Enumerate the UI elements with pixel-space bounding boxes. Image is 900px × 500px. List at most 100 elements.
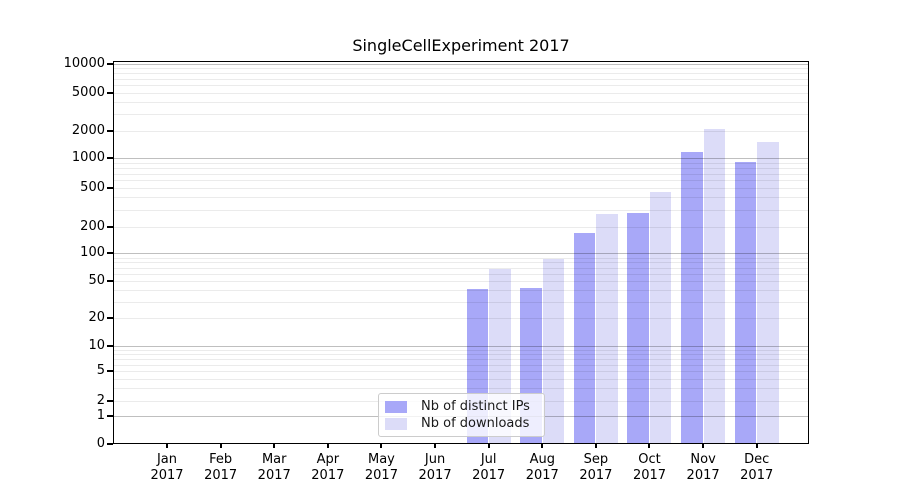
y-tick-mark	[107, 92, 113, 95]
x-tick-year: 2017	[525, 468, 559, 483]
legend-swatch-downloads	[385, 417, 407, 430]
minor-gridline	[113, 378, 809, 380]
y-tick-mark	[107, 370, 113, 373]
x-tick-month: Dec	[744, 452, 770, 467]
x-tick-month: Oct	[638, 452, 661, 467]
bar-downloads-sep	[596, 213, 618, 444]
y-tick-label: 2000	[71, 123, 105, 138]
x-tick-year: 2017	[150, 468, 184, 483]
y-tick-mark	[107, 225, 113, 228]
bar-distinct-ips-sep	[573, 232, 596, 444]
x-tick-year: 2017	[632, 468, 667, 483]
minor-gridline	[113, 301, 809, 303]
y-tick-mark	[107, 414, 113, 417]
y-tick-label: 2	[96, 392, 105, 408]
x-tick-label: Jun 2017	[403, 452, 467, 484]
legend: Nb of distinct IPs Nb of downloads	[378, 393, 545, 437]
x-tick-label: Jul 2017	[457, 452, 521, 484]
x-tick-label: Oct 2017	[617, 452, 681, 484]
minor-gridline	[113, 290, 809, 292]
x-tick-label: Feb 2017	[189, 452, 253, 484]
y-tick-label: 500	[80, 180, 105, 195]
minor-gridline	[113, 318, 809, 320]
minor-gridline	[113, 371, 809, 373]
x-tick-year: 2017	[418, 468, 452, 483]
y-tick-mark	[107, 279, 113, 282]
x-tick-year: 2017	[579, 468, 613, 483]
minor-gridline	[113, 359, 809, 361]
x-tick-label: Dec 2017	[725, 452, 789, 484]
minor-gridline	[113, 364, 809, 366]
legend-item-downloads: Nb of downloads	[385, 415, 538, 432]
minor-gridline	[113, 262, 809, 264]
x-tick-month: Feb	[209, 452, 233, 467]
y-tick-mark	[107, 130, 113, 132]
bar-downloads-oct	[649, 192, 672, 444]
x-tick-year: 2017	[257, 468, 291, 483]
minor-gridline	[113, 257, 809, 259]
y-tick-label: 20	[88, 310, 105, 326]
x-tick-mark	[273, 444, 276, 448]
minor-gridline	[113, 197, 809, 199]
x-tick-year: 2017	[686, 468, 720, 483]
major-gridline	[113, 158, 809, 160]
y-tick-mark	[107, 344, 113, 347]
minor-gridline	[113, 173, 809, 175]
bar-downloads-dec	[757, 141, 779, 444]
minor-gridline	[113, 354, 809, 356]
x-tick-month: Nov	[690, 452, 716, 467]
bar-distinct-ips-dec	[734, 161, 757, 444]
y-tick-label: 1000	[71, 150, 105, 166]
major-gridline	[113, 345, 809, 347]
x-tick-label: Nov 2017	[671, 452, 735, 484]
y-tick-label: 100	[80, 245, 105, 261]
x-tick-label: Sep 2017	[564, 452, 628, 484]
y-tick-mark	[107, 187, 113, 189]
x-tick-month: Jan	[156, 452, 178, 467]
chart-title: SingleCellExperiment 2017	[352, 36, 570, 55]
x-tick-month: Mar	[261, 452, 287, 467]
y-tick-mark	[107, 252, 113, 255]
minor-gridline	[113, 267, 809, 269]
x-tick-month: Sep	[583, 452, 609, 467]
major-gridline	[113, 253, 809, 255]
minor-gridline	[113, 226, 809, 228]
x-tick-mark	[594, 444, 597, 448]
x-tick-label: Apr 2017	[296, 452, 360, 484]
legend-swatch-distinct-ips	[385, 400, 407, 413]
y-tick-label: 50	[88, 272, 105, 288]
minor-gridline	[113, 78, 809, 80]
x-tick-mark	[648, 444, 651, 448]
bar-distinct-ips-oct	[627, 213, 649, 444]
y-tick-mark	[107, 317, 113, 320]
y-tick-mark	[107, 62, 113, 65]
minor-gridline	[113, 114, 809, 116]
x-tick-mark	[166, 444, 168, 448]
minor-gridline	[113, 209, 809, 211]
x-tick-mark	[702, 444, 705, 448]
minor-gridline	[113, 349, 809, 351]
legend-label-downloads: Nb of downloads	[421, 416, 530, 431]
x-tick-mark	[219, 444, 222, 448]
y-tick-mark	[107, 443, 113, 445]
y-tick-label: 200	[80, 218, 105, 234]
x-tick-month: Jun	[424, 452, 446, 467]
legend-item-distinct-ips: Nb of distinct IPs	[385, 398, 538, 415]
x-tick-mark	[326, 444, 329, 448]
x-tick-label: Jan 2017	[135, 452, 199, 484]
y-tick-label: 5000	[71, 85, 105, 101]
minor-gridline	[113, 162, 809, 164]
minor-gridline	[113, 387, 809, 389]
minor-gridline	[113, 93, 809, 95]
minor-gridline	[113, 280, 809, 282]
minor-gridline	[113, 273, 809, 275]
y-tick-mark	[107, 157, 113, 160]
bar-distinct-ips-nov	[681, 152, 703, 444]
minor-gridline	[113, 102, 809, 104]
bar-downloads-aug	[542, 258, 565, 444]
y-tick-label: 5	[96, 363, 105, 379]
x-tick-mark	[380, 444, 383, 448]
plot-area	[113, 61, 809, 444]
y-tick-label: 1	[96, 407, 105, 423]
